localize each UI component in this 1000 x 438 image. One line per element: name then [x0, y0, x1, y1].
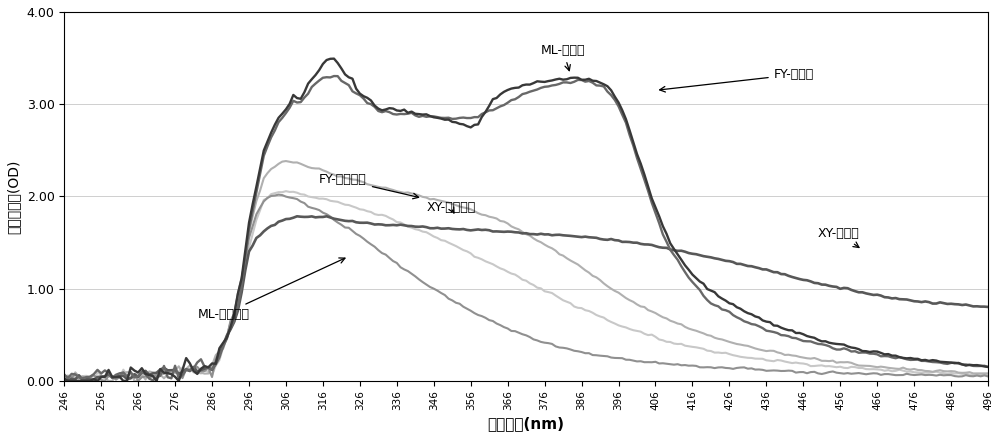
Y-axis label: 光谱吸收值(OD): 光谱吸收值(OD): [7, 159, 21, 233]
Text: ML-无水乙醇: ML-无水乙醇: [197, 258, 345, 321]
X-axis label: 光谱波长(nm): 光谱波长(nm): [488, 416, 565, 431]
Text: FY-蒸馏水: FY-蒸馏水: [660, 68, 814, 92]
Text: XY-无水乙醇: XY-无水乙醇: [426, 201, 476, 214]
Text: XY-蒸馏水: XY-蒸馏水: [818, 227, 860, 247]
Text: ML-蒸馏水: ML-蒸馏水: [541, 44, 585, 71]
Text: FY-无水乙醇: FY-无水乙醇: [319, 173, 419, 199]
